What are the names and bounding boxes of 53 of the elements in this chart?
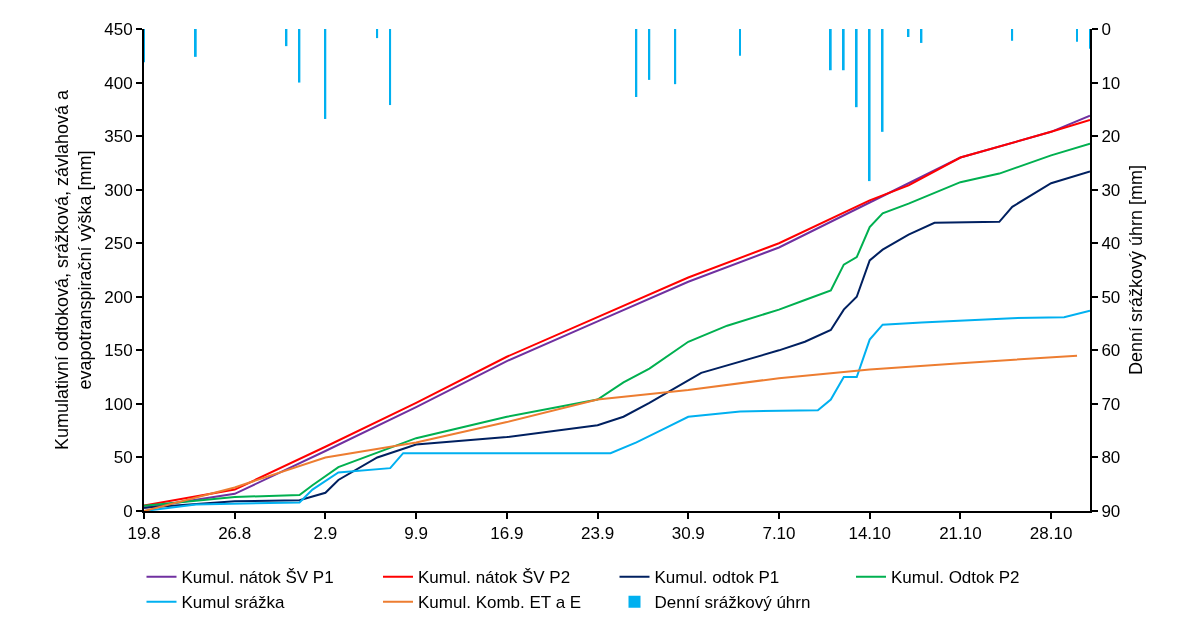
y-tick-label: 300: [104, 180, 133, 200]
legend-label: Kumul. Komb. ET a E: [418, 593, 582, 613]
x-tick-label: 16.9: [490, 524, 524, 544]
y2-tick-label: 50: [1101, 287, 1121, 307]
x-tick-label: 9.9: [404, 524, 428, 544]
bar: [376, 29, 379, 39]
x-tick-label: 2.9: [313, 524, 338, 544]
y2-tick-label: 10: [1101, 73, 1121, 93]
y2-tick-label: 80: [1101, 448, 1121, 468]
bar: [194, 29, 197, 57]
y-tick-label: 350: [104, 127, 133, 147]
y-axis-title: Kumulativní odtoková, srážková, závlahová a evapotranspirační výška [mm]: [51, 88, 95, 451]
legend-label: Kumul. Odtok P2: [891, 568, 1020, 588]
x-tick-label: 28.10: [1029, 524, 1073, 544]
legend-label: Kumul srážka: [181, 593, 286, 613]
bar: [855, 29, 858, 108]
x-tick-label: 26.8: [218, 524, 252, 544]
y-tick-label: 150: [104, 341, 133, 361]
y2-tick-label: 70: [1101, 394, 1121, 414]
x-tick-label: 23.9: [581, 524, 615, 544]
x-tick-label: 14.10: [848, 524, 891, 544]
bar: [842, 29, 845, 71]
y2-tick-label: 30: [1101, 180, 1121, 200]
y2-tick-label: 90: [1101, 501, 1121, 521]
bar: [881, 29, 884, 132]
y-tick-label: 50: [113, 448, 133, 468]
legend-label: Denní srážkový úhrn: [654, 593, 811, 613]
y2-tick-label: 60: [1101, 341, 1121, 361]
x-tick-label: 19.8: [127, 524, 161, 544]
bar: [829, 29, 832, 71]
y-tick-label: 450: [104, 19, 133, 39]
y-tick-label: 250: [104, 234, 133, 254]
y-tick-label: 200: [104, 287, 133, 307]
x-tick-label: 21.10: [939, 524, 982, 544]
bar: [389, 29, 392, 106]
x-tick-label: 30.9: [671, 524, 705, 544]
y2-tick-label: 40: [1101, 234, 1121, 254]
legend-label: Kumul. odtok P1: [654, 568, 780, 588]
legend-label: Kumul. nátok ŠV P2: [418, 568, 571, 588]
bar: [868, 29, 871, 182]
y2-axis-title: Denní srážkový úhrn [mm]: [1125, 164, 1146, 376]
bar: [1076, 29, 1078, 42]
y-tick-label: 400: [104, 73, 133, 93]
bar: [739, 29, 741, 56]
bar: [674, 29, 677, 85]
line-series: [144, 354, 1079, 511]
y2-tick-label: 20: [1101, 127, 1121, 147]
x-tick-label: 7.10: [762, 524, 796, 544]
legend-label: Kumul. nátok ŠV P1: [181, 568, 334, 588]
y-tick-label: 0: [123, 501, 133, 521]
y-tick-label: 100: [104, 394, 133, 414]
y2-tick-label: 0: [1101, 19, 1111, 39]
bar: [1011, 29, 1014, 41]
